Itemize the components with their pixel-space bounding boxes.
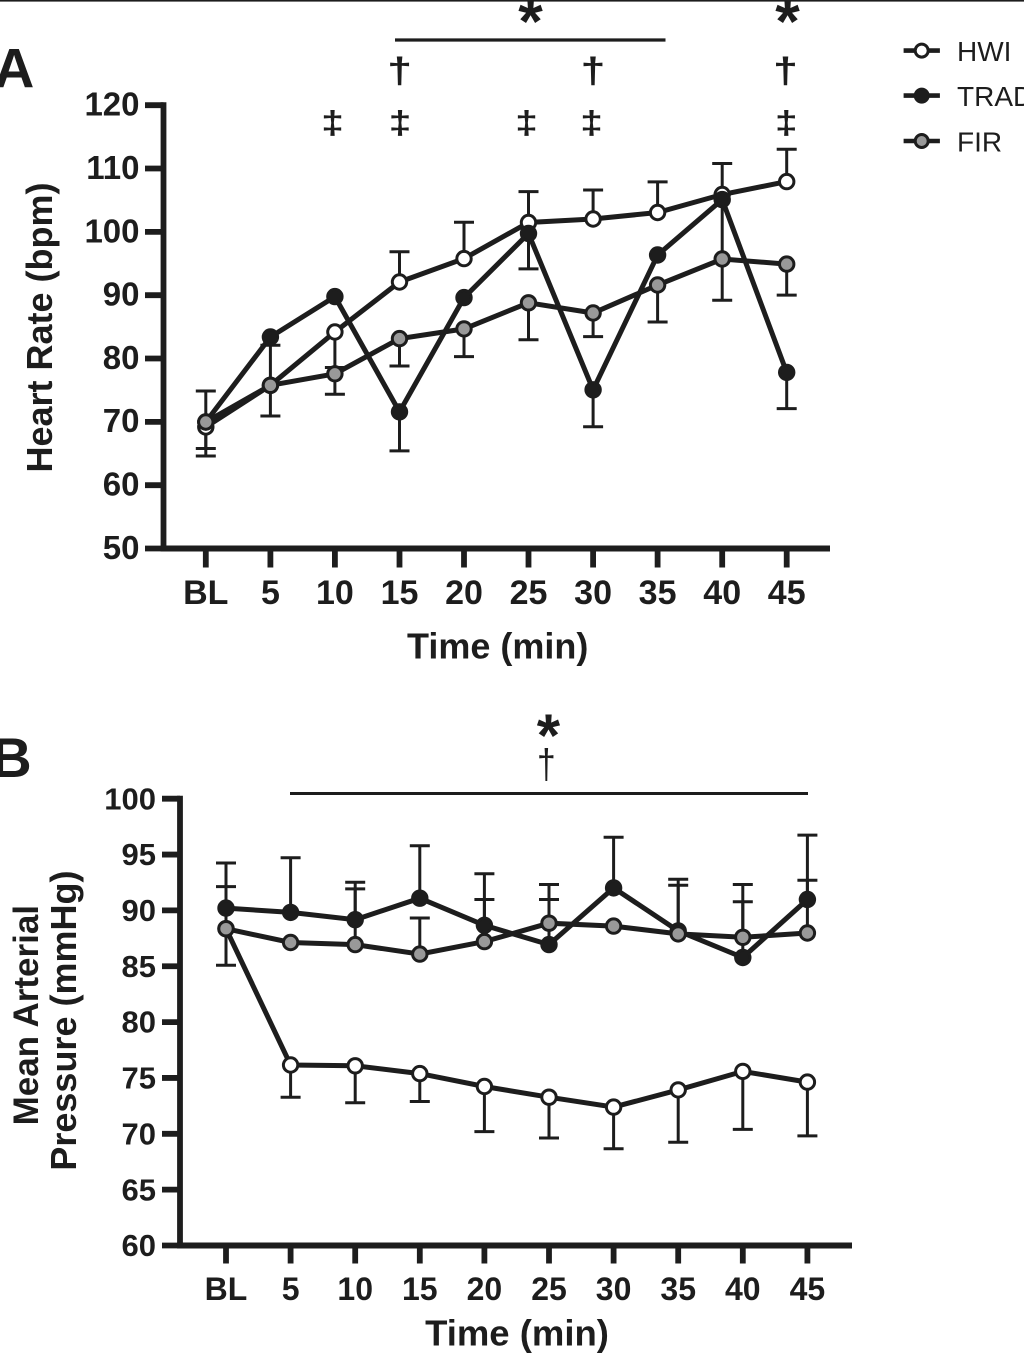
svg-text:A: A <box>0 37 34 100</box>
svg-text:TRAD: TRAD <box>957 81 1024 112</box>
svg-text:110: 110 <box>86 149 139 186</box>
svg-text:FIR: FIR <box>957 127 1002 158</box>
svg-text:†: † <box>773 50 798 91</box>
svg-text:‡: ‡ <box>389 104 412 140</box>
svg-text:60: 60 <box>103 466 140 503</box>
svg-text:10: 10 <box>316 574 354 612</box>
svg-text:90: 90 <box>122 893 156 928</box>
svg-text:50: 50 <box>103 529 140 566</box>
svg-text:5: 5 <box>261 574 280 612</box>
svg-text:65: 65 <box>122 1172 156 1207</box>
svg-text:120: 120 <box>84 86 139 123</box>
svg-text:75: 75 <box>122 1061 156 1096</box>
svg-text:20: 20 <box>467 1271 503 1307</box>
svg-text:40: 40 <box>725 1271 761 1307</box>
svg-text:*: * <box>775 0 800 57</box>
svg-text:60: 60 <box>122 1228 156 1263</box>
svg-text:70: 70 <box>103 402 140 439</box>
svg-text:10: 10 <box>337 1271 373 1307</box>
svg-text:35: 35 <box>639 574 677 612</box>
svg-text:45: 45 <box>768 574 806 612</box>
svg-text:Heart Rate (bpm): Heart Rate (bpm) <box>19 182 60 472</box>
svg-text:70: 70 <box>122 1116 156 1151</box>
svg-text:40: 40 <box>703 574 741 612</box>
svg-text:HWI: HWI <box>957 36 1011 67</box>
svg-text:‡: ‡ <box>321 104 344 140</box>
svg-text:BL: BL <box>205 1271 248 1307</box>
svg-text:15: 15 <box>381 574 419 612</box>
svg-text:80: 80 <box>122 1005 156 1040</box>
svg-text:80: 80 <box>103 339 140 376</box>
svg-text:25: 25 <box>531 1271 567 1307</box>
svg-text:‡: ‡ <box>580 104 603 140</box>
svg-text:85: 85 <box>122 949 156 984</box>
svg-text:35: 35 <box>660 1271 696 1307</box>
svg-text:*: * <box>518 0 543 57</box>
svg-text:Mean Arterial: Mean Arterial <box>7 905 46 1125</box>
svg-text:Pressure (mmHg): Pressure (mmHg) <box>43 871 84 1171</box>
svg-text:BL: BL <box>183 574 228 612</box>
svg-text:20: 20 <box>445 574 483 612</box>
svg-text:†: † <box>581 50 606 91</box>
svg-text:B: B <box>0 726 32 789</box>
svg-text:100: 100 <box>104 781 156 816</box>
svg-text:Time (min): Time (min) <box>425 1313 609 1354</box>
svg-text:†: † <box>387 50 412 91</box>
svg-text:25: 25 <box>510 574 548 612</box>
svg-text:30: 30 <box>574 574 612 612</box>
svg-text:*: * <box>537 702 561 769</box>
svg-text:100: 100 <box>84 212 139 249</box>
svg-text:‡: ‡ <box>775 104 798 140</box>
svg-text:30: 30 <box>596 1271 632 1307</box>
svg-text:15: 15 <box>402 1271 438 1307</box>
svg-text:90: 90 <box>103 276 140 313</box>
svg-text:Time (min): Time (min) <box>407 626 588 667</box>
svg-text:45: 45 <box>790 1271 826 1307</box>
svg-text:‡: ‡ <box>515 104 538 140</box>
svg-text:†: † <box>537 742 556 788</box>
svg-text:5: 5 <box>282 1271 300 1307</box>
svg-text:95: 95 <box>122 837 156 872</box>
